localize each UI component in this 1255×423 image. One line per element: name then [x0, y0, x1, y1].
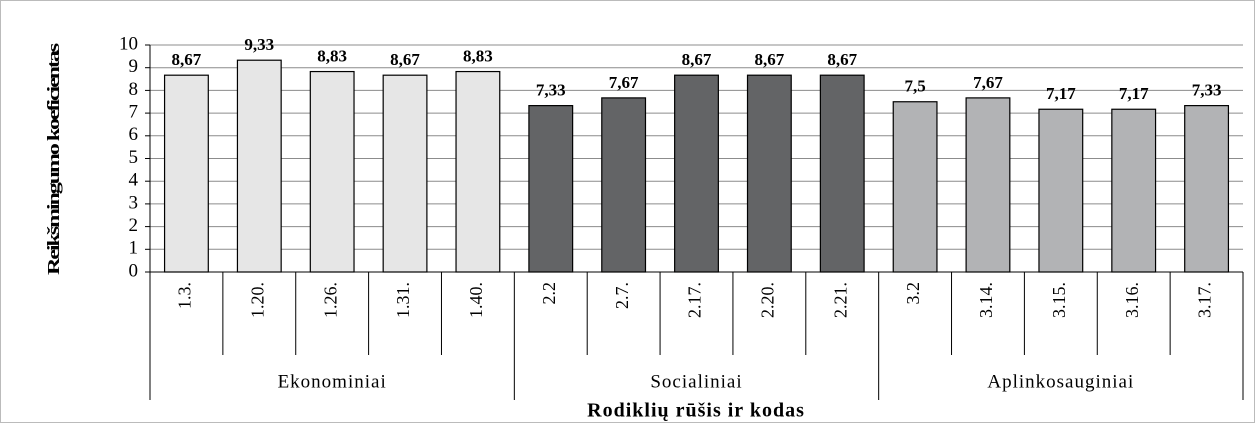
value-label: 9,33 [244, 35, 274, 54]
y-tick-label: 5 [129, 147, 139, 168]
x-tick-label: 3.17. [1195, 282, 1215, 318]
value-label: 7,17 [1046, 84, 1076, 103]
x-tick-label: 3.14. [976, 282, 996, 318]
bar [382, 74, 428, 273]
value-label: 7,33 [1192, 81, 1222, 100]
y-tick-label: 3 [129, 192, 139, 213]
value-label: 7,33 [536, 81, 566, 100]
value-label: 8,67 [390, 50, 420, 69]
bar [601, 97, 647, 273]
x-tick-label: 3.16. [1122, 282, 1142, 318]
y-tick-label: 10 [119, 33, 138, 54]
bar [309, 70, 355, 273]
bar [746, 74, 792, 273]
x-tick-label: 1.40. [466, 282, 486, 318]
bar [674, 74, 719, 273]
x-tick-label: 2.21. [830, 282, 850, 318]
x-tick-label: 1.20. [247, 282, 267, 318]
x-tick-label: 1.3. [175, 282, 195, 309]
x-tick-label: 2.2 [539, 282, 559, 305]
group-label: Ekonominiai [278, 371, 387, 392]
y-tick-label: 1 [129, 238, 139, 259]
y-tick-label: 7 [129, 101, 139, 122]
x-tick-label: 1.26. [320, 282, 340, 318]
value-label: 8,67 [827, 50, 857, 69]
x-tick-label: 2.7. [612, 282, 632, 309]
value-label: 8,67 [172, 50, 202, 69]
bar [819, 74, 865, 273]
value-label: 7,5 [904, 77, 925, 96]
value-label: 7,17 [1119, 84, 1149, 103]
bar [892, 101, 938, 273]
value-label: 8,67 [754, 50, 784, 69]
y-tick-label: 2 [129, 215, 139, 236]
value-label: 7,67 [609, 73, 639, 92]
bar [965, 97, 1011, 273]
y-axis-title: Reikšmingumo koeficientas [44, 42, 63, 275]
value-label: 7,67 [973, 73, 1003, 92]
value-label: 8,67 [682, 50, 712, 69]
group-label: Aplinkosauginiai [987, 371, 1134, 392]
y-tick-label: 0 [129, 260, 139, 281]
bar [528, 105, 574, 273]
bar [1038, 108, 1084, 273]
value-label: 8,83 [463, 46, 493, 65]
y-tick-label: 9 [129, 56, 139, 77]
y-tick-label: 6 [129, 124, 139, 145]
x-axis-title: Rodiklių rūšis ir kodas [587, 400, 805, 422]
bar [1184, 105, 1230, 273]
group-label: Socialiniai [650, 371, 742, 392]
x-tick-label: 2.17. [685, 282, 705, 318]
x-tick-label: 1.31. [393, 282, 413, 318]
x-tick-label: 3.2 [903, 282, 923, 305]
value-label: 8,83 [317, 46, 347, 65]
y-tick-label: 8 [129, 79, 139, 100]
bar [236, 59, 282, 273]
bar [455, 70, 501, 273]
x-tick-label: 3.15. [1049, 282, 1069, 318]
bar [1111, 108, 1157, 273]
y-tick-label: 4 [129, 170, 139, 191]
bar [163, 74, 209, 273]
x-tick-label: 2.20. [757, 282, 777, 318]
